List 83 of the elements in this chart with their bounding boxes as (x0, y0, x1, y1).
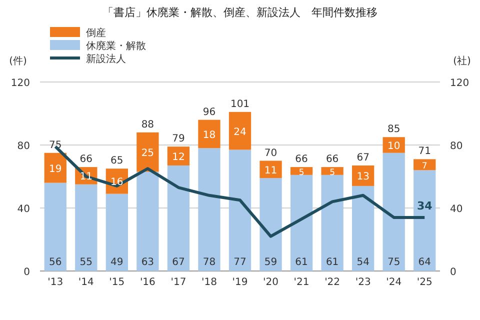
y-axis-title: (件) (9, 56, 27, 67)
total-label: 67 (356, 152, 370, 164)
total-label: 71 (418, 146, 431, 158)
data-label: 24 (234, 126, 246, 138)
bar (167, 146, 190, 166)
bar (136, 132, 159, 172)
total-label: 66 (80, 154, 93, 166)
bar (167, 165, 190, 271)
bar (352, 165, 374, 186)
legend-label: 倒産 (86, 27, 106, 39)
legend-label: 休廃業・解散 (86, 40, 146, 52)
bar (260, 160, 282, 178)
data-label: 64 (418, 257, 431, 268)
data-label: 11 (264, 165, 278, 176)
data-label: 61 (295, 257, 308, 268)
bar (75, 184, 98, 271)
data-label: 78 (202, 257, 216, 268)
data-label: 34 (416, 199, 433, 212)
data-label: 67 (172, 257, 185, 268)
x-tick-label: '21 (294, 277, 310, 288)
total-label: 65 (110, 156, 124, 167)
bar (382, 152, 405, 271)
total-label: 85 (387, 124, 400, 136)
x-tick-label: '17 (170, 277, 186, 288)
data-label: 7 (422, 162, 428, 172)
bar (136, 172, 159, 271)
bar (106, 194, 128, 271)
data-label: 61 (326, 257, 339, 268)
data-label: 10 (387, 141, 400, 152)
y-tick-label: 40 (17, 204, 30, 215)
x-tick-label: '22 (324, 277, 340, 288)
bar (260, 178, 282, 271)
data-label: 18 (202, 130, 216, 141)
y2-tick-label: 120 (450, 78, 470, 89)
bar (198, 148, 220, 271)
total-label: 101 (230, 98, 250, 110)
x-tick-label: '24 (386, 277, 402, 288)
data-label: 55 (80, 257, 93, 268)
legend-label: 新設法人 (86, 53, 126, 65)
data-label: 12 (172, 152, 185, 164)
y2-axis-title: (社) (453, 55, 471, 67)
data-label: 63 (141, 257, 154, 268)
y2-tick-label: 0 (450, 267, 456, 278)
bar (228, 150, 252, 271)
y-tick-label: 80 (17, 141, 30, 152)
chart-title: 「書店」休廃業・解散、倒産、新設法人 年間件数推移 (102, 6, 378, 19)
data-label: 49 (110, 257, 124, 268)
total-label: 79 (172, 134, 185, 145)
bar (352, 186, 374, 271)
data-label: 54 (356, 257, 370, 268)
y2-tick-label: 40 (450, 204, 463, 215)
bar (414, 170, 436, 271)
total-label: 88 (141, 119, 154, 130)
total-label: 70 (264, 148, 278, 159)
data-label: 77 (234, 257, 246, 268)
x-tick-label: '13 (48, 277, 64, 288)
x-tick-label: '16 (140, 277, 156, 288)
bar (228, 112, 252, 150)
total-label: 66 (326, 154, 339, 166)
x-tick-label: '18 (201, 277, 217, 288)
total-label: 96 (202, 106, 216, 118)
y-tick-label: 120 (10, 78, 30, 89)
x-tick-label: '19 (232, 277, 248, 288)
y2-tick-label: 80 (450, 141, 463, 152)
data-label: 56 (49, 257, 62, 268)
x-tick-label: '15 (109, 277, 125, 288)
total-label: 66 (295, 154, 308, 166)
bar (414, 159, 436, 170)
data-label: 19 (49, 164, 62, 175)
x-tick-label: '14 (78, 277, 94, 288)
bar (198, 120, 220, 148)
y-tick-label: 0 (24, 267, 30, 278)
x-tick-label: '20 (263, 277, 279, 288)
bar (44, 182, 66, 271)
bar (321, 174, 344, 271)
data-label: 25 (141, 148, 154, 160)
data-label: 75 (387, 257, 400, 268)
x-tick-label: '25 (416, 277, 432, 288)
x-tick-label: '23 (355, 277, 371, 288)
data-label: 59 (264, 257, 278, 268)
bar (44, 152, 66, 183)
bar (290, 174, 313, 271)
data-label: 13 (356, 172, 370, 183)
